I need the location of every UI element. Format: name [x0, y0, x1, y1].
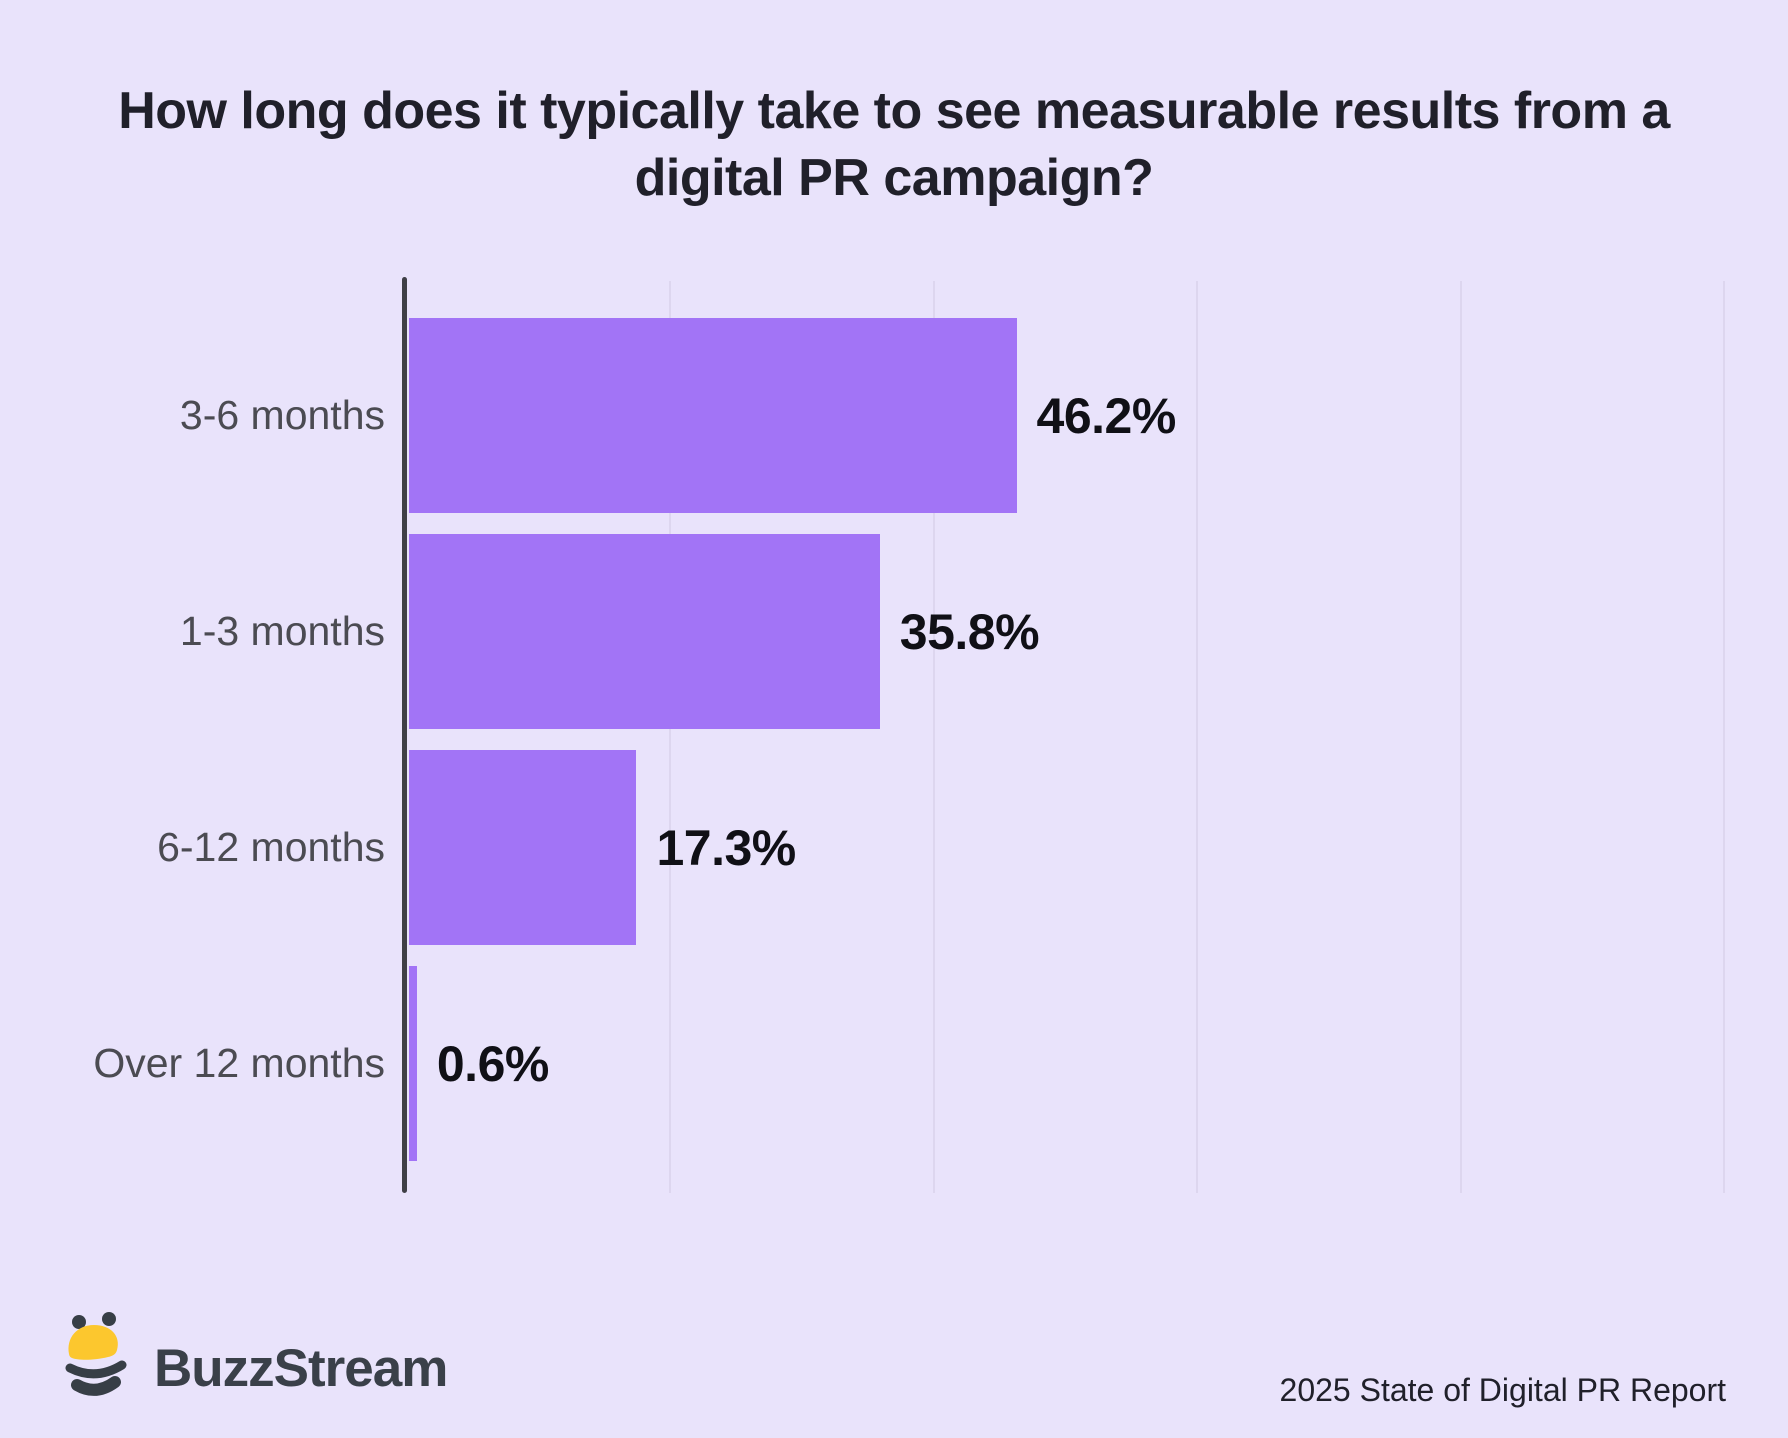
bar-row: 17.3% — [409, 750, 1724, 945]
value-label: 35.8% — [899, 603, 1040, 660]
gridline — [669, 281, 672, 1193]
value-label: 17.3% — [656, 819, 796, 876]
buzzstream-bee-icon — [65, 1311, 127, 1396]
chart-title: How long does it typically take to see m… — [118, 82, 1670, 207]
bar-row: 46.2% — [409, 318, 1724, 513]
bar-6-12-months — [409, 750, 637, 945]
category-label: 1-3 months — [179, 608, 385, 654]
category-label: Over 12 months — [93, 1040, 385, 1086]
bar-row: 0.6% — [409, 966, 1724, 1161]
value-label: 46.2% — [1036, 387, 1177, 444]
report-source-label: 2025 State of Digital PR Report — [1279, 1372, 1726, 1408]
category-label: 3-6 months — [179, 392, 385, 438]
gridline — [1196, 281, 1199, 1193]
value-label: 0.6% — [436, 1035, 549, 1092]
y-axis-line — [402, 277, 407, 1193]
bar-3-6-months — [409, 318, 1017, 513]
gridline — [1723, 281, 1725, 1193]
plot-area: 46.2% 35.8% 17.3% 0.6% — [402, 277, 1725, 1193]
bar-1-3-months — [409, 534, 880, 729]
bar-row: 35.8% — [409, 534, 1724, 729]
buzzstream-logo: BuzzStream — [64, 1310, 448, 1399]
gridline — [932, 281, 935, 1193]
gridline — [1459, 281, 1462, 1193]
category-label: 6-12 months — [157, 824, 385, 870]
brand-name: BuzzStream — [154, 1339, 448, 1398]
bar-over-12-months — [409, 966, 417, 1161]
